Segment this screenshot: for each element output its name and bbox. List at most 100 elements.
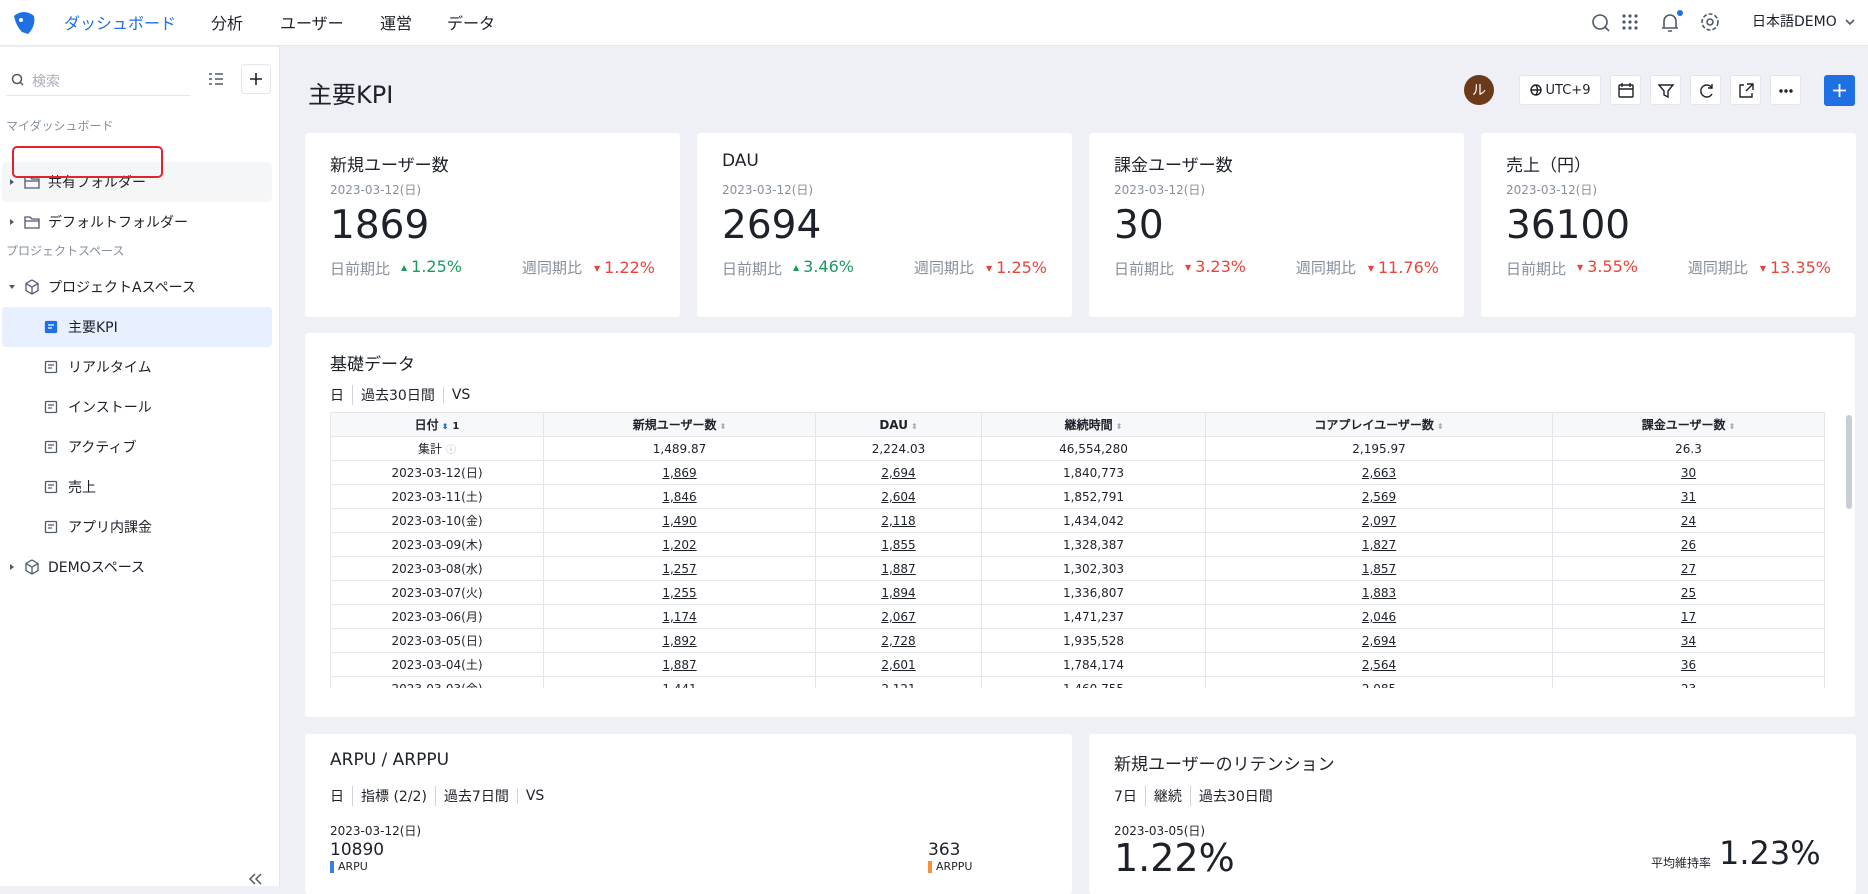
column-header[interactable]: 課金ユーザー数 ⬍ [1552, 412, 1825, 437]
nav-item[interactable]: ダッシュボード [64, 14, 177, 33]
cell-text[interactable]: 36 [1680, 657, 1697, 672]
cell-text[interactable]: 27 [1680, 561, 1697, 576]
day-label: 日前期比 [1506, 260, 1567, 278]
data-cell: 17 [1552, 604, 1825, 629]
cell-text[interactable]: 1,894 [881, 585, 916, 600]
cell-text[interactable]: 2,694 [881, 465, 916, 480]
cell-text[interactable]: 1,257 [662, 561, 697, 576]
cell-text[interactable]: 23 [1681, 682, 1696, 689]
filter[interactable]: 日 [330, 388, 344, 404]
toolbar-button[interactable] [1690, 75, 1721, 105]
nav-item[interactable]: ユーザー [280, 14, 344, 33]
cell-text[interactable]: 2,604 [881, 489, 916, 504]
cell-text: 1,471,237 [1062, 609, 1125, 624]
toolbar-button[interactable] [1730, 75, 1761, 105]
cell-text[interactable]: 2,118 [881, 513, 916, 528]
sidebar: 検索 マイダッシュボード 共有フォルダー デフォルトフォルダー プロジェクトスペースプ… [0, 47, 280, 886]
cell-text[interactable]: 1,846 [662, 489, 697, 504]
cell-text[interactable]: 17 [1680, 609, 1697, 624]
dashboard-item[interactable]: アプリ内課金 [2, 507, 272, 547]
data-cell: 1,883 [1205, 580, 1553, 605]
dashboard-item[interactable]: インストール [2, 387, 272, 427]
cell-text[interactable]: 2,569 [1361, 489, 1397, 504]
avatar[interactable]: ル [1464, 75, 1494, 105]
cell-text[interactable]: 1,202 [662, 537, 697, 552]
cell-text[interactable]: 2,694 [1361, 633, 1397, 648]
cell-text[interactable]: 1,255 [662, 585, 697, 600]
cell-text[interactable]: 30 [1680, 465, 1697, 480]
filter[interactable]: 継続 [1144, 786, 1182, 806]
dashboard-item[interactable]: 売上 [2, 467, 272, 507]
cell-text[interactable]: 2,663 [1361, 465, 1397, 480]
kpi-card: 新規ユーザー数 2023-03-12(日) 1869 日前期比 ▲ 1.25% 週同期比 ▼ 1… [305, 133, 680, 317]
filter[interactable]: 日 [330, 789, 344, 805]
filter[interactable]: 過去7日間 [434, 786, 509, 806]
trend-arrow: ▼ [986, 264, 993, 273]
cell-text[interactable]: 1,490 [662, 513, 697, 528]
cell-text[interactable]: 1,869 [662, 465, 697, 480]
filter[interactable]: 7日 [1114, 789, 1137, 805]
column-header[interactable]: 継続時間 ⬍ [981, 412, 1206, 437]
data-cell: 2,118 [815, 508, 982, 533]
cell-text[interactable]: 1,827 [1361, 537, 1397, 552]
column-header[interactable]: DAU ⬍ [815, 412, 982, 437]
cell-text[interactable]: 1,887 [881, 561, 916, 576]
cell-text[interactable]: 2,046 [1361, 609, 1397, 624]
cell-text[interactable]: 2,121 [881, 682, 915, 689]
filter[interactable]: 指標 (2/2) [352, 786, 427, 806]
summary-cell: 2,224.03 [815, 436, 982, 461]
cell-text[interactable]: 1,883 [1361, 585, 1397, 600]
toolbar-button[interactable] [1770, 75, 1801, 105]
list-toggle[interactable] [206, 69, 226, 89]
add-button[interactable] [241, 64, 271, 94]
column-header[interactable]: コアプレイユーザー数 ⬍ [1205, 412, 1553, 437]
filter[interactable]: VS [516, 788, 544, 804]
cell-text[interactable]: 2,067 [881, 609, 916, 624]
create-button[interactable] [1824, 75, 1855, 106]
toolbar-button[interactable] [1650, 75, 1681, 105]
cell-text[interactable]: 2,085 [1362, 682, 1396, 689]
cell-text[interactable]: 31 [1680, 489, 1697, 504]
dashboard-item[interactable]: リアルタイム [2, 347, 272, 387]
cell-text[interactable]: 1,441 [662, 682, 696, 689]
language-menu[interactable]: 日本語DEMO [1752, 14, 1837, 30]
cell-text[interactable]: 1,892 [662, 633, 697, 648]
nav-icons [1592, 10, 1855, 32]
cell-text[interactable]: 1,887 [662, 657, 697, 672]
column-header[interactable]: 日付 ⬍ 1 [330, 412, 544, 437]
cell-text[interactable]: 1,855 [881, 537, 916, 552]
cell-text[interactable]: 34 [1680, 633, 1697, 648]
cell-text[interactable]: 2,728 [881, 633, 916, 648]
sort-index: 1 [452, 421, 460, 432]
dashboard-item[interactable]: アクティブ [2, 427, 272, 467]
nav-item[interactable]: 分析 [211, 14, 244, 33]
nav-item[interactable]: データ [447, 14, 496, 33]
space-item[interactable]: DEMOスペース [2, 547, 272, 587]
folder-item[interactable]: デフォルトフォルダー [2, 202, 272, 242]
cell-text[interactable]: 2,601 [881, 657, 916, 672]
data-cell: 1,202 [543, 532, 816, 557]
cell-text[interactable]: 24 [1680, 513, 1697, 528]
toolbar-button[interactable] [1610, 75, 1641, 105]
filter[interactable]: 過去30日間 [352, 385, 435, 405]
nav-item[interactable]: 運営 [380, 14, 413, 33]
metric-label: ARPPU [936, 860, 973, 873]
timezone-button[interactable]: UTC+9 [1519, 75, 1601, 105]
dashboard-item[interactable]: 主要KPI [2, 307, 272, 347]
cell-text[interactable]: 2,564 [1361, 657, 1397, 672]
data-row: 2023-03-07(火) 1,255 1,894 1,336,807 1,883 25 [330, 580, 1825, 605]
cell-text[interactable]: 26 [1680, 537, 1697, 552]
space-item[interactable]: プロジェクトAスペース [2, 267, 272, 307]
cell-text[interactable]: 1,857 [1361, 561, 1397, 576]
cell-text[interactable]: 25 [1680, 585, 1697, 600]
data-cell: 2023-03-11(土) [330, 484, 544, 509]
collapse-button[interactable] [246, 871, 266, 887]
cell-text[interactable]: 1,174 [662, 609, 697, 624]
cell-text[interactable]: 2,097 [1361, 513, 1397, 528]
search-input[interactable]: 検索 [32, 74, 60, 90]
folder-item[interactable]: 共有フォルダー [2, 162, 272, 202]
filter[interactable]: 過去30日間 [1189, 786, 1273, 806]
filter[interactable]: VS [442, 387, 470, 403]
column-header[interactable]: 新規ユーザー数 ⬍ [543, 412, 816, 437]
